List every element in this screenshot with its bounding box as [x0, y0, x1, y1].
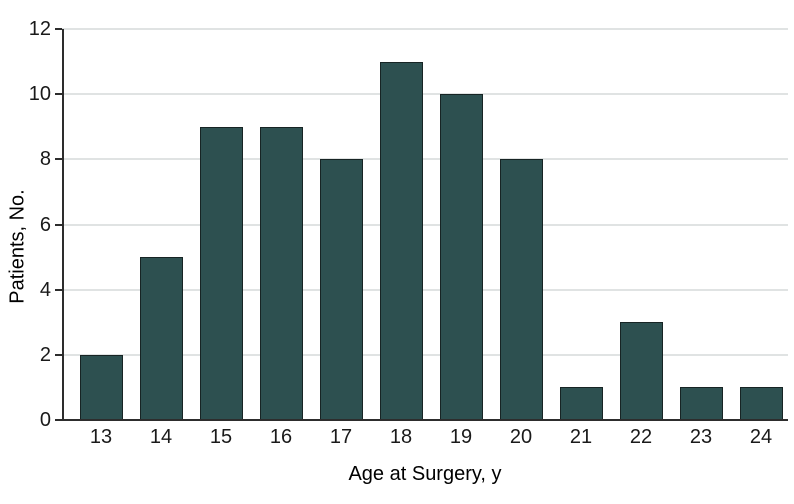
x-tick-label: 22 — [629, 426, 653, 448]
y-tick-label: 8 — [39, 148, 51, 171]
x-tick-label: 13 — [89, 426, 113, 448]
x-tick-label: 17 — [329, 426, 353, 448]
x-tick-label: 16 — [269, 426, 293, 448]
y-tick-label: 2 — [39, 343, 51, 366]
gridline — [62, 353, 788, 356]
y-tick-label: 10 — [28, 83, 51, 106]
y-tick-mark — [55, 93, 62, 96]
x-tick-label: 20 — [509, 426, 533, 448]
y-tick-label: 6 — [39, 213, 51, 236]
x-tick-label: 21 — [569, 426, 593, 448]
x-tick-label: 19 — [449, 426, 473, 448]
y-axis-title: Patients, No. — [6, 189, 29, 304]
x-tick-label: 23 — [689, 426, 713, 448]
x-tick-label: 24 — [749, 426, 773, 448]
bar-age-19 — [439, 94, 483, 420]
y-tick-mark — [55, 223, 62, 226]
bar-age-20 — [499, 159, 543, 420]
bar-age-23 — [679, 387, 723, 420]
y-tick-mark — [55, 419, 62, 421]
x-axis-title: Age at Surgery, y — [348, 463, 502, 485]
bar-age-15 — [199, 126, 243, 420]
bar-age-22 — [619, 322, 663, 420]
y-tick-mark — [55, 353, 62, 356]
gridline — [62, 223, 788, 226]
bar-age-18 — [379, 61, 423, 420]
gridline — [62, 158, 788, 161]
y-tick-label: 4 — [39, 278, 51, 301]
y-tick-mark — [55, 28, 62, 30]
y-tick-label: 12 — [28, 18, 51, 40]
x-tick-label: 14 — [149, 426, 173, 448]
x-tick-label: 18 — [389, 426, 413, 448]
gridline — [62, 288, 788, 291]
gridline — [62, 93, 788, 96]
gridline — [62, 28, 788, 30]
y-tick-mark — [55, 288, 62, 291]
x-tick-label: 15 — [209, 426, 233, 448]
y-tick-mark — [55, 158, 62, 161]
y-tick-label: 0 — [39, 409, 51, 431]
bar-age-14 — [139, 257, 183, 420]
bar-age-16 — [259, 126, 303, 420]
bar-age-13 — [79, 354, 123, 420]
bar-age-21 — [559, 387, 603, 420]
x-axis-line — [62, 419, 788, 421]
bar-age-17 — [319, 159, 363, 420]
bar-age-24 — [739, 387, 783, 420]
y-axis-line — [62, 29, 64, 420]
